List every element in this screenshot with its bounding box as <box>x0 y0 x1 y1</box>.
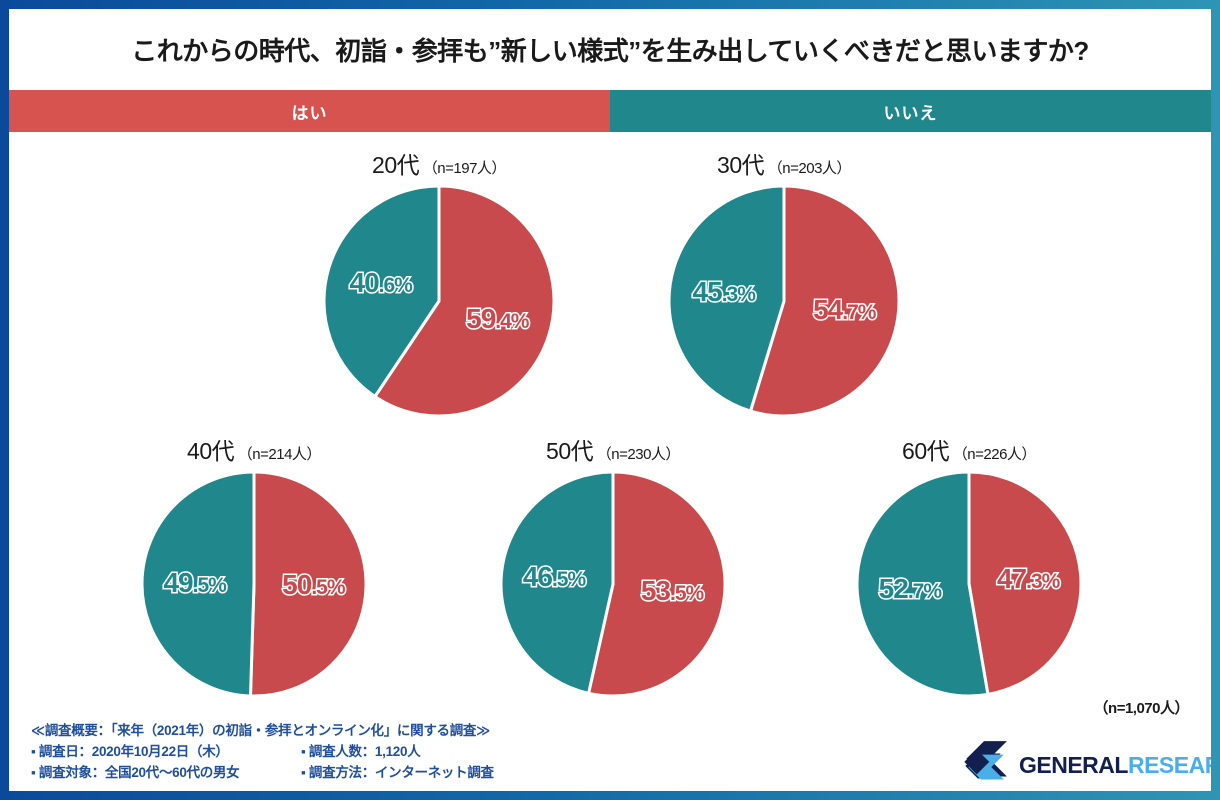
pie-chart-group-label: 60代 <box>902 438 950 464</box>
pie-slice-value-はい: 59.4% <box>465 301 531 335</box>
pie-chart-group-label: 50代 <box>546 438 594 464</box>
footer-line-3: ▪ 調査対象：全国20代〜60代の男女 ▪ 調査方法：インターネット調査 <box>31 763 571 784</box>
pie-chart-50代: 50代 （n=230人） 53.5% 46.5% <box>498 440 728 699</box>
legend-label-yes: はい <box>291 103 328 123</box>
footer-line-2: ▪ 調査日：2020年10月22日（木） ▪ 調査人数：1,120人 <box>31 742 571 763</box>
pie-chart-caption: 30代 （n=203人） <box>666 154 902 177</box>
footer-survey-date: ▪ 調査日：2020年10月22日（木） <box>31 743 229 759</box>
pie-slice-value-いいえ: 49.5% <box>162 566 228 600</box>
pie-chart-group-label: 40代 <box>187 438 235 464</box>
pie-graphic: 47.3% 52.7% <box>854 469 1084 699</box>
chart-canvas: これからの時代、初詣・参拝も”新しい様式”を生み出していくべきだと思いますか? … <box>9 9 1211 791</box>
pie-slice-いいえ <box>322 184 441 399</box>
pie-slice-value-はい: 47.3% <box>995 561 1061 595</box>
pie-slice-value-はい: 54.7% <box>812 292 878 326</box>
general-research-logo-mark-icon <box>964 741 1007 780</box>
pie-chart-40代: 40代 （n=214人） 50.5% 49.5% <box>139 440 369 699</box>
brand-logo: GENERALRESEARCH <box>957 739 1211 791</box>
pie-chart-caption: 20代 （n=197人） <box>321 154 557 177</box>
pie-slice-いいえ <box>140 470 256 698</box>
footer-line-heading: ≪調査概要：「来年（2021年）の初詣・参拝とオンライン化」に関する調査≫ <box>31 723 490 738</box>
pie-slice-value-いいえ: 52.7% <box>877 572 943 606</box>
legend-item-no: いいえ <box>610 90 1211 132</box>
pie-slice-value-はい: 53.5% <box>639 573 705 607</box>
pie-chart-grid: 20代 （n=197人） 59.4% 40.6% 30代 （n=203人） 54.7% 4… <box>9 132 1211 717</box>
pie-slice-value-いいえ: 46.5% <box>521 560 587 594</box>
pie-graphic: 59.4% 40.6% <box>321 183 557 419</box>
pie-slice-いいえ <box>499 470 615 696</box>
pie-graphic: 53.5% 46.5% <box>498 469 728 699</box>
page-title: これからの時代、初詣・参拝も”新しい様式”を生み出していくべきだと思いますか? <box>131 36 1089 66</box>
pie-graphic: 50.5% 49.5% <box>139 469 369 699</box>
pie-slice-はい <box>372 184 556 418</box>
pie-slice-はい <box>748 184 901 418</box>
footer-survey-target: ▪ 調査対象：全国20代〜60代の男女 <box>31 764 240 780</box>
pie-slice-いいえ <box>667 184 786 413</box>
pie-chart-60代: 60代 （n=226人） 47.3% 52.7% <box>854 440 1084 699</box>
footer-respondent-count: ▪ 調査人数：1,120人 <box>301 743 421 759</box>
legend-label-no: いいえ <box>883 103 938 123</box>
pie-chart-sample-size: （n=203人） <box>764 160 852 177</box>
pie-chart-sample-size: （n=230人） <box>593 446 681 463</box>
pie-slice-いいえ <box>855 470 990 698</box>
pie-slice-value-いいえ: 45.3% <box>691 275 757 309</box>
pie-slice-はい <box>967 470 1083 697</box>
pie-chart-30代: 30代 （n=203人） 54.7% 45.3% <box>666 154 902 419</box>
pie-chart-sample-size: （n=197人） <box>419 160 507 177</box>
brand-logo-text-research: RESEARCH <box>1127 751 1211 778</box>
pie-chart-group-label: 20代 <box>372 152 420 178</box>
pie-slice-はい <box>248 470 368 698</box>
survey-summary-footer: ≪調査概要：「来年（2021年）の初詣・参拝とオンライン化」に関する調査≫ ▪ … <box>31 721 571 784</box>
pie-chart-sample-size: （n=214人） <box>234 446 322 463</box>
pie-chart-caption: 50代 （n=230人） <box>498 440 728 463</box>
pie-graphic: 54.7% 45.3% <box>666 183 902 419</box>
legend-band: はい いいえ <box>9 90 1211 132</box>
total-sample-size-label: （n=1,070人） <box>1093 700 1190 717</box>
pie-chart-caption: 40代 （n=214人） <box>139 440 369 463</box>
pie-chart-20代: 20代 （n=197人） 59.4% 40.6% <box>321 154 557 419</box>
pie-chart-caption: 60代 （n=226人） <box>854 440 1084 463</box>
pie-slice-value-いいえ: 40.6% <box>348 266 414 300</box>
brand-logo-text: GENERALRESEARCH <box>1019 752 1211 779</box>
pie-slice-はい <box>586 470 727 698</box>
pie-chart-sample-size: （n=226人） <box>949 446 1037 463</box>
legend-item-yes: はい <box>9 90 610 132</box>
footer-survey-method: ▪ 調査方法：インターネット調査 <box>301 764 494 780</box>
pie-slice-value-はい: 50.5% <box>281 567 347 601</box>
pie-chart-group-label: 30代 <box>717 152 765 178</box>
brand-logo-text-general: GENERAL <box>1019 751 1128 778</box>
page-title-bar: これからの時代、初詣・参拝も”新しい様式”を生み出していくべきだと思いますか? <box>9 9 1211 90</box>
